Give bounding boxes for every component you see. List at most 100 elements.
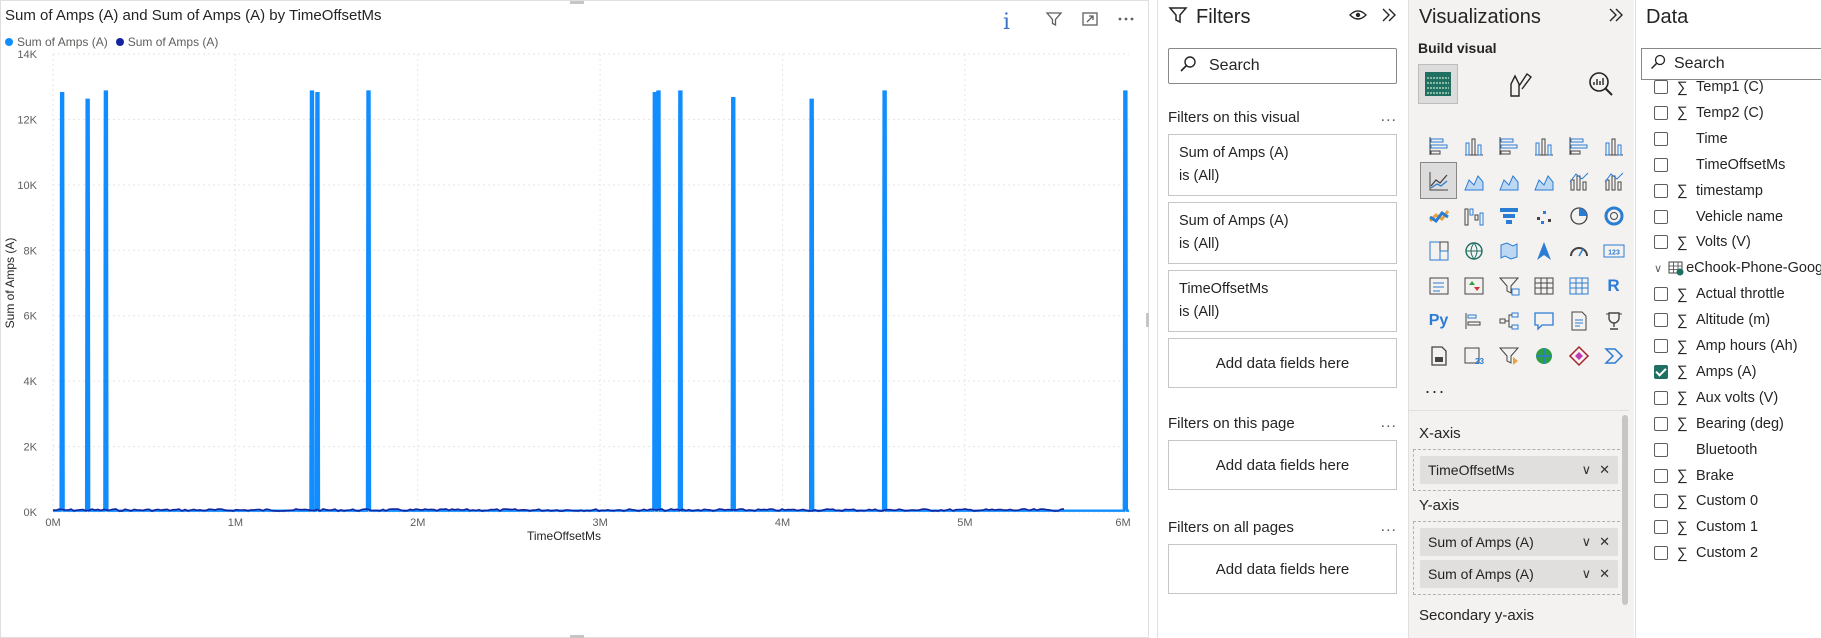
field-chip[interactable]: Sum of Amps (A) ∨ ✕ [1420,528,1618,556]
field-checkbox[interactable] [1654,80,1668,94]
add-data-fields-drop-zone[interactable]: Add data fields here [1168,338,1397,388]
scrollbar[interactable] [1622,415,1628,605]
100-stacked-bar-icon[interactable] [1561,128,1596,163]
field-item[interactable]: ∑ Custom 1 [1654,514,1758,540]
field-item[interactable]: ∑ Actual throttle [1654,281,1785,307]
legend-item-series-1[interactable]: Sum of Amps (A) [5,35,108,49]
more-options-icon[interactable]: ... [1380,414,1397,431]
field-checkbox[interactable] [1654,468,1668,483]
smart-narrative-icon[interactable] [1561,303,1596,338]
line-chart-visual[interactable]: 0K 2K 4K 6K 8K 10K 12K 14K 0M 1M 2M 3M 4M 5M 6M TimeOff… [0,0,1149,638]
focus-mode-icon[interactable] [1080,9,1100,29]
more-visuals-icon[interactable]: ... [1425,377,1447,397]
donut-chart-icon[interactable] [1596,198,1631,233]
resize-handle-bottom[interactable] [570,635,584,638]
slicer-icon[interactable] [1491,268,1526,303]
r-visual-icon[interactable]: R [1607,275,1620,295]
treemap-icon[interactable] [1421,233,1456,268]
multi-row-card-icon[interactable] [1421,268,1456,303]
clustered-bar-icon[interactable] [1491,128,1526,163]
field-item[interactable]: ∑ Altitude (m) [1654,307,1770,333]
arcgis-icon[interactable] [1526,338,1561,373]
gauge-icon[interactable] [1561,233,1596,268]
kpi-icon[interactable] [1456,268,1491,303]
field-chip[interactable]: Sum of Amps (A) ∨ ✕ [1420,560,1618,588]
field-item[interactable]: ∑ Amp hours (Ah) [1654,333,1798,359]
field-item[interactable]: ∑ Amps (A) [1654,359,1756,385]
line-stacked-column-icon[interactable] [1596,163,1631,198]
filters-search-input[interactable]: Search [1168,48,1397,84]
close-icon[interactable]: ✕ [1599,566,1610,581]
field-checkbox[interactable] [1654,416,1668,431]
matrix-icon[interactable] [1561,268,1596,303]
field-checkbox[interactable] [1654,209,1668,224]
field-checkbox[interactable] [1654,183,1668,198]
field-checkbox[interactable] [1654,520,1668,535]
field-item[interactable]: ∑ timestamp [1654,178,1763,204]
field-item[interactable]: TimeOffsetMs [1654,152,1785,178]
field-checkbox[interactable] [1654,235,1668,250]
x-axis-well[interactable]: TimeOffsetMs ∨ ✕ [1413,449,1625,491]
100-stacked-area-icon[interactable] [1526,163,1561,198]
line-clustered-column-icon[interactable] [1561,163,1596,198]
field-item[interactable]: ∑ Custom 0 [1654,488,1758,514]
filter-card[interactable]: Sum of Amps (A) is (All) [1168,202,1397,264]
close-icon[interactable]: ✕ [1599,534,1610,549]
resize-handle-right[interactable] [1146,313,1149,327]
field-checkbox[interactable] [1654,390,1668,405]
close-icon[interactable]: ✕ [1599,462,1610,477]
power-automate-arrow-icon[interactable] [1596,338,1631,373]
field-item[interactable]: ∑ Bearing (deg) [1654,411,1784,437]
table-icon[interactable] [1526,268,1561,303]
field-item[interactable]: Time [1654,126,1728,152]
python-visual-icon[interactable]: Py [1428,311,1449,329]
field-item[interactable]: ∑ Brake [1654,463,1734,489]
field-checkbox[interactable] [1654,157,1668,172]
chevron-down-icon[interactable]: ∨ [1581,566,1592,581]
ribbon-chart-icon[interactable] [1421,198,1456,233]
field-checkbox[interactable] [1654,339,1668,353]
field-item[interactable]: ∑ Custom 2 [1654,540,1758,566]
qa-icon[interactable] [1526,303,1561,338]
card-icon[interactable]: 123 [1596,233,1631,268]
power-automate-icon[interactable] [1491,338,1526,373]
field-chip[interactable]: TimeOffsetMs ∨ ✕ [1420,456,1618,484]
azure-map-icon[interactable] [1526,233,1561,268]
add-data-fields-drop-zone[interactable]: Add data fields here [1168,440,1397,490]
field-checkbox[interactable] [1654,364,1668,379]
power-apps-diamond-icon[interactable] [1561,338,1596,373]
chevron-down-icon[interactable]: ∨ [1581,462,1592,477]
field-item[interactable]: Bluetooth [1654,437,1757,463]
chevron-down-icon[interactable]: ∨ [1654,262,1663,275]
format-visual-tab[interactable] [1499,64,1539,104]
field-checkbox[interactable] [1654,287,1668,302]
more-options-icon[interactable] [1116,9,1136,29]
map-icon[interactable] [1456,233,1491,268]
more-options-icon[interactable]: ... [1380,518,1397,535]
y-axis-well[interactable]: Sum of Amps (A) ∨ ✕ Sum of Amps (A) ∨ ✕ [1413,521,1625,595]
more-options-icon[interactable]: ... [1380,108,1397,125]
100-stacked-column-icon[interactable] [1596,128,1631,163]
field-checkbox[interactable] [1654,494,1668,509]
paginated-report-icon[interactable] [1421,338,1456,373]
funnel-icon[interactable] [1491,198,1526,233]
stacked-bar-icon[interactable] [1421,128,1456,163]
field-checkbox[interactable] [1654,442,1668,457]
eye-icon[interactable] [1349,8,1367,27]
info-icon[interactable]: i [1003,10,1011,35]
table-node[interactable]: ∨ eChook-Phone-Google [1654,255,1821,281]
metrics-icon[interactable] [1596,303,1631,338]
clustered-column-icon[interactable] [1526,128,1561,163]
field-item[interactable]: ∑ Temp1 (C) [1654,74,1764,100]
waterfall-icon[interactable] [1456,198,1491,233]
chevron-down-icon[interactable]: ∨ [1581,534,1592,549]
stacked-column-icon[interactable] [1456,128,1491,163]
build-visual-tab[interactable] [1418,64,1458,104]
field-checkbox[interactable] [1654,131,1668,146]
field-item[interactable]: Vehicle name [1654,204,1783,230]
field-checkbox[interactable] [1654,546,1668,561]
filter-card[interactable]: Sum of Amps (A) is (All) [1168,134,1397,196]
collapse-pane-icon[interactable] [1608,8,1624,27]
power-apps-icon[interactable]: 23 [1456,338,1491,373]
collapse-pane-icon[interactable] [1381,8,1397,27]
